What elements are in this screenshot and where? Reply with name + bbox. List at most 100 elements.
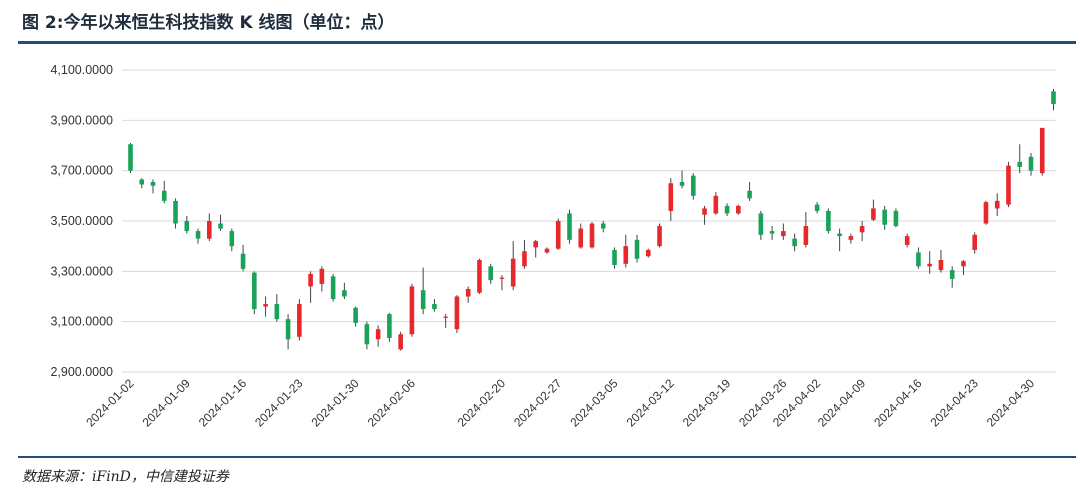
x-tick-label: 2024-03-12 xyxy=(624,376,678,430)
candle-body xyxy=(814,204,820,211)
candle xyxy=(893,208,899,228)
x-tick-label: 2024-01-30 xyxy=(308,376,362,430)
candle-body xyxy=(713,195,719,214)
x-tick-label: 2024-01-16 xyxy=(196,376,250,430)
candle xyxy=(983,200,989,225)
candle-body xyxy=(353,307,358,323)
candle xyxy=(263,296,268,317)
candle-body xyxy=(522,251,527,267)
candle xyxy=(1051,88,1056,111)
candle xyxy=(533,239,539,258)
candle xyxy=(465,286,471,303)
candle xyxy=(1028,153,1034,176)
candle xyxy=(713,192,719,215)
candle xyxy=(499,275,505,291)
candle xyxy=(387,312,392,342)
x-tick-label: 2024-04-23 xyxy=(928,376,982,430)
candle-body xyxy=(465,288,471,297)
candle-body xyxy=(904,236,910,245)
candle xyxy=(443,314,448,328)
candle xyxy=(308,271,313,303)
candle xyxy=(657,223,662,248)
candle xyxy=(781,223,786,240)
candle xyxy=(871,199,876,221)
candle-body xyxy=(769,231,775,234)
candle xyxy=(488,263,493,284)
candle-body xyxy=(578,228,584,248)
candle xyxy=(1006,161,1011,208)
candle-body xyxy=(342,290,347,297)
candle-body xyxy=(859,226,865,233)
candle-body xyxy=(184,221,190,232)
candle-body xyxy=(161,190,167,201)
x-tick-label: 2024-02-06 xyxy=(365,376,419,430)
candle-body xyxy=(1051,91,1056,104)
y-tick-label: 3,500.0000 xyxy=(50,214,113,228)
candle xyxy=(1017,144,1023,174)
y-tick-label: 3,700.0000 xyxy=(50,164,113,178)
y-tick-label: 4,100.0000 xyxy=(50,63,113,77)
candle xyxy=(274,293,280,322)
candle xyxy=(229,228,235,252)
candle-body xyxy=(589,223,595,248)
candle-body xyxy=(972,234,978,250)
x-tick-label: 2024-03-19 xyxy=(680,376,734,430)
candle-body xyxy=(319,268,325,284)
candle-body xyxy=(747,190,752,199)
x-tick-label: 2024-01-02 xyxy=(83,376,137,430)
candle xyxy=(961,260,966,276)
candle-body xyxy=(139,179,145,185)
candle xyxy=(803,212,809,248)
candle xyxy=(252,271,257,315)
candle-body xyxy=(420,290,426,310)
candle xyxy=(758,210,764,240)
candle-body xyxy=(724,205,730,214)
y-axis-tick-labels: 2,900.0000 3,100.0000 3,300.0000 3,500.0000… xyxy=(50,63,113,379)
candle xyxy=(195,228,201,244)
candle-body xyxy=(871,208,876,220)
candle xyxy=(792,233,797,252)
candle xyxy=(432,299,437,312)
candle xyxy=(724,203,730,216)
y-tick-label: 2,900.0000 xyxy=(50,365,113,379)
candle-body xyxy=(837,233,842,237)
candle-body xyxy=(882,209,887,225)
candle xyxy=(859,221,865,242)
candle xyxy=(702,205,707,225)
title-rule xyxy=(18,41,1076,44)
candle xyxy=(150,179,156,194)
candle xyxy=(769,226,775,240)
x-axis-tick-labels: 2024-01-02 2024-01-09 2024-01-16 2024-01-23… xyxy=(83,376,1037,430)
candle xyxy=(668,178,674,221)
footer-rule xyxy=(18,456,1076,458)
candle-body xyxy=(409,286,415,335)
candle-body xyxy=(691,175,696,196)
candle-body xyxy=(387,314,392,339)
candle-body xyxy=(657,226,662,247)
candle xyxy=(161,180,167,204)
candle-body xyxy=(263,304,268,307)
candle-body xyxy=(983,202,989,224)
candle xyxy=(916,247,921,269)
y-tick-label: 3,100.0000 xyxy=(50,315,113,329)
candle xyxy=(927,251,932,274)
candle-body xyxy=(274,304,280,320)
candle-body xyxy=(375,329,381,340)
candle-body xyxy=(758,213,764,235)
candle-body xyxy=(612,249,617,266)
grid-lines xyxy=(122,69,1056,373)
y-tick-label: 3,900.0000 xyxy=(50,113,113,127)
candle xyxy=(409,283,415,337)
candle-body xyxy=(668,183,674,211)
candle xyxy=(477,258,482,294)
candle-body xyxy=(848,236,854,240)
candle-body xyxy=(510,258,516,287)
candle xyxy=(184,215,190,234)
candles xyxy=(128,88,1056,351)
x-tick-label: 2024-04-09 xyxy=(815,376,869,430)
candle xyxy=(297,299,302,341)
candle xyxy=(848,233,854,244)
candle xyxy=(364,321,370,350)
candle xyxy=(555,218,561,250)
candle-body xyxy=(128,144,133,171)
